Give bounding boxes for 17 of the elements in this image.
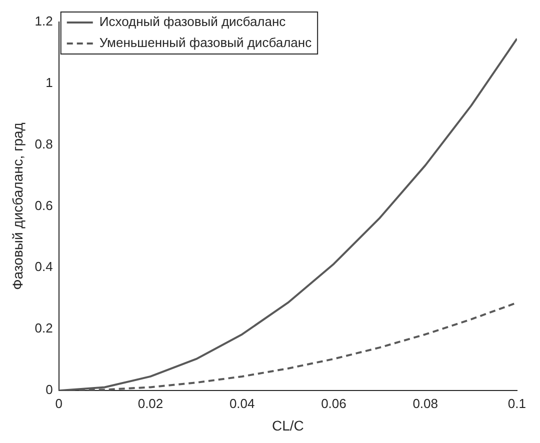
- y-tick-label: 0.2: [34, 320, 53, 336]
- x-tick-label: 0.08: [412, 396, 438, 411]
- y-tick-label: 0.4: [34, 259, 53, 274]
- legend-label: Уменьшенный фазовый дисбаланс: [99, 35, 312, 50]
- x-tick-label: 0.04: [229, 396, 255, 411]
- y-axis-title: Фазовый дисбаланс, град: [9, 122, 26, 290]
- legend-label: Исходный фазовый дисбаланс: [99, 14, 286, 30]
- y-tick-label: 1.2: [34, 13, 53, 28]
- y-tick-label: 1: [46, 74, 53, 90]
- y-tick-label: 0: [46, 382, 53, 398]
- x-tick-label: 0.1: [508, 396, 526, 411]
- y-tick-label: 0.6: [34, 198, 53, 213]
- x-axis-title: CL/C: [272, 417, 304, 434]
- x-tick-label: 0.06: [321, 396, 346, 411]
- x-tick-label: 0.02: [138, 396, 164, 411]
- y-tick-label: 0.8: [34, 136, 53, 152]
- x-tick-label: 0: [55, 396, 62, 411]
